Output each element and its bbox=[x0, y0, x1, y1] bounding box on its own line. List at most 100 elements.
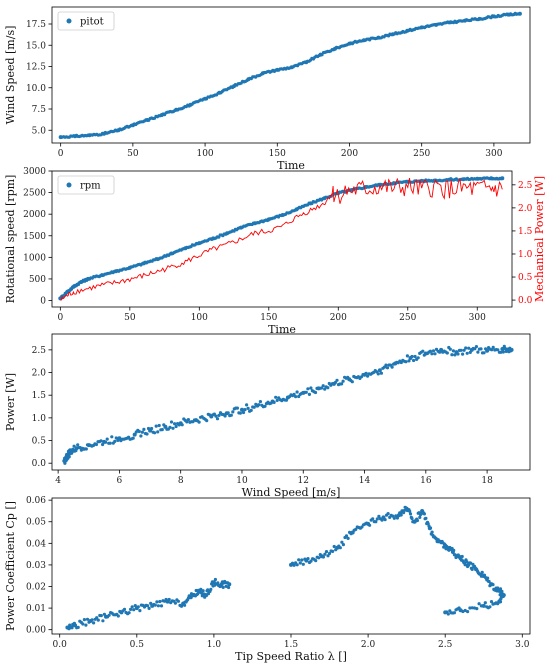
data-point-fill bbox=[335, 378, 339, 382]
right-y-tick-label: 1.5 bbox=[518, 227, 533, 237]
data-point-fill bbox=[160, 428, 164, 432]
data-point-fill bbox=[460, 554, 464, 559]
data-point-fill bbox=[344, 534, 349, 538]
data-point-fill bbox=[105, 437, 109, 441]
data-point-fill bbox=[147, 606, 151, 611]
data-point-fill bbox=[257, 403, 261, 407]
data-point-fill bbox=[410, 354, 414, 359]
data-point-fill bbox=[320, 386, 324, 390]
data-point-fill bbox=[428, 526, 433, 530]
data-point-fill bbox=[491, 602, 495, 606]
y-axis-label: Rotational speed [rpm] bbox=[4, 175, 17, 304]
data-point-fill bbox=[258, 400, 262, 404]
data-point-fill bbox=[408, 509, 412, 513]
data-point-fill bbox=[503, 346, 507, 351]
data-point-fill bbox=[154, 424, 158, 428]
data-point-fill bbox=[399, 513, 403, 517]
data-point-fill bbox=[213, 577, 217, 582]
data-point-fill bbox=[386, 511, 390, 516]
x-tick-label: 0 bbox=[58, 149, 64, 159]
data-point-fill bbox=[483, 601, 487, 605]
data-point-fill bbox=[416, 356, 420, 360]
data-point-fill bbox=[491, 583, 495, 587]
data-point-fill bbox=[424, 516, 428, 520]
data-point-fill bbox=[385, 366, 390, 370]
data-point-fill bbox=[453, 353, 457, 357]
data-point bbox=[377, 368, 382, 373]
data-point-fill bbox=[114, 436, 118, 440]
x-tick-label: 6 bbox=[117, 476, 123, 486]
data-point-fill bbox=[486, 576, 490, 580]
data-point-fill bbox=[216, 581, 220, 585]
data-point-fill bbox=[498, 587, 503, 591]
data-point-fill bbox=[317, 556, 321, 560]
x-tick-label: 250 bbox=[413, 149, 430, 159]
x-tick-label: 50 bbox=[124, 313, 136, 323]
power-vs-wind-speed-chart: 4 6 8 10 12 14 16 18 0.0 0.5 1.0 1.5 2.0 2.5 Wind Spee… bbox=[4, 333, 531, 499]
data-point-fill bbox=[304, 390, 308, 394]
data-point-fill bbox=[235, 406, 239, 410]
data-point-fill bbox=[142, 427, 146, 431]
data-point-fill bbox=[153, 431, 157, 435]
x-tick-label: 150 bbox=[269, 149, 286, 159]
data-point-fill bbox=[249, 408, 253, 412]
data-point-fill bbox=[467, 346, 471, 350]
data-point-fill bbox=[450, 353, 454, 357]
x-tick-label: 0.0 bbox=[53, 640, 68, 650]
y-tick-label: 2000 bbox=[23, 210, 46, 220]
data-point-fill bbox=[340, 382, 344, 386]
data-point-fill bbox=[479, 604, 483, 608]
data-point-fill bbox=[477, 602, 481, 606]
y-tick-label: 12.5 bbox=[26, 63, 46, 73]
x-axis-label: Time bbox=[268, 323, 296, 336]
data-point-fill bbox=[81, 622, 85, 626]
data-point-fill bbox=[500, 589, 504, 594]
data-point-fill bbox=[309, 386, 313, 390]
right-y-tick-label: 0.0 bbox=[518, 296, 533, 306]
y-tick-label: 0.01 bbox=[26, 604, 46, 614]
data-point-fill bbox=[127, 611, 131, 615]
data-point-fill bbox=[185, 420, 189, 424]
data-point-fill bbox=[407, 359, 411, 363]
data-point-fill bbox=[313, 390, 318, 395]
y-tick-label: 1000 bbox=[23, 253, 46, 263]
data-point-fill bbox=[70, 626, 74, 630]
x-tick-label: 100 bbox=[196, 149, 213, 159]
y-axis-label: Power Coefficient Cp [] bbox=[4, 501, 17, 631]
data-point-fill bbox=[139, 434, 143, 438]
data-point-fill bbox=[284, 398, 288, 402]
data-point-fill bbox=[479, 347, 483, 351]
y-tick-label: 17.5 bbox=[26, 20, 46, 30]
data-point-fill bbox=[499, 594, 504, 598]
y-tick-label: 0.00 bbox=[26, 626, 46, 636]
data-point-fill bbox=[445, 351, 449, 355]
legend-marker bbox=[66, 18, 72, 24]
data-point-fill bbox=[465, 351, 469, 355]
data-point-fill bbox=[412, 358, 416, 363]
data-point-fill bbox=[456, 352, 460, 356]
data-point-fill bbox=[465, 560, 469, 564]
data-point-fill bbox=[392, 516, 396, 520]
data-point bbox=[500, 176, 505, 181]
data-point-fill bbox=[333, 380, 337, 385]
data-point bbox=[500, 347, 505, 351]
data-point-fill bbox=[180, 423, 184, 427]
power-coefficient-vs-tsr-chart: 0.0 0.5 1.0 1.5 2.0 2.5 3.0 0.00 0.01 0.02 0.03 0.0… bbox=[4, 496, 531, 663]
data-point-fill bbox=[326, 554, 330, 558]
data-point bbox=[481, 603, 486, 608]
data-point-fill bbox=[433, 352, 437, 356]
data-point-fill bbox=[463, 563, 467, 567]
data-point-fill bbox=[489, 600, 494, 604]
data-point-fill bbox=[107, 613, 111, 617]
data-point-fill bbox=[295, 390, 299, 394]
data-point-fill bbox=[374, 520, 378, 524]
data-point-fill bbox=[415, 518, 419, 523]
data-point-fill bbox=[76, 443, 80, 447]
data-point-fill bbox=[341, 543, 345, 547]
wind-speed-time-chart: 0 50 100 150 200 250 300 5.0 7.5 10.0 12.5 15.0 17.5… bbox=[4, 6, 531, 172]
data-point-fill bbox=[306, 387, 310, 391]
data-point-fill bbox=[404, 360, 408, 364]
y-tick-label: 7.5 bbox=[32, 105, 47, 115]
data-point bbox=[509, 347, 514, 352]
y-axis-label: Wind Speed [m/s] bbox=[4, 26, 17, 125]
